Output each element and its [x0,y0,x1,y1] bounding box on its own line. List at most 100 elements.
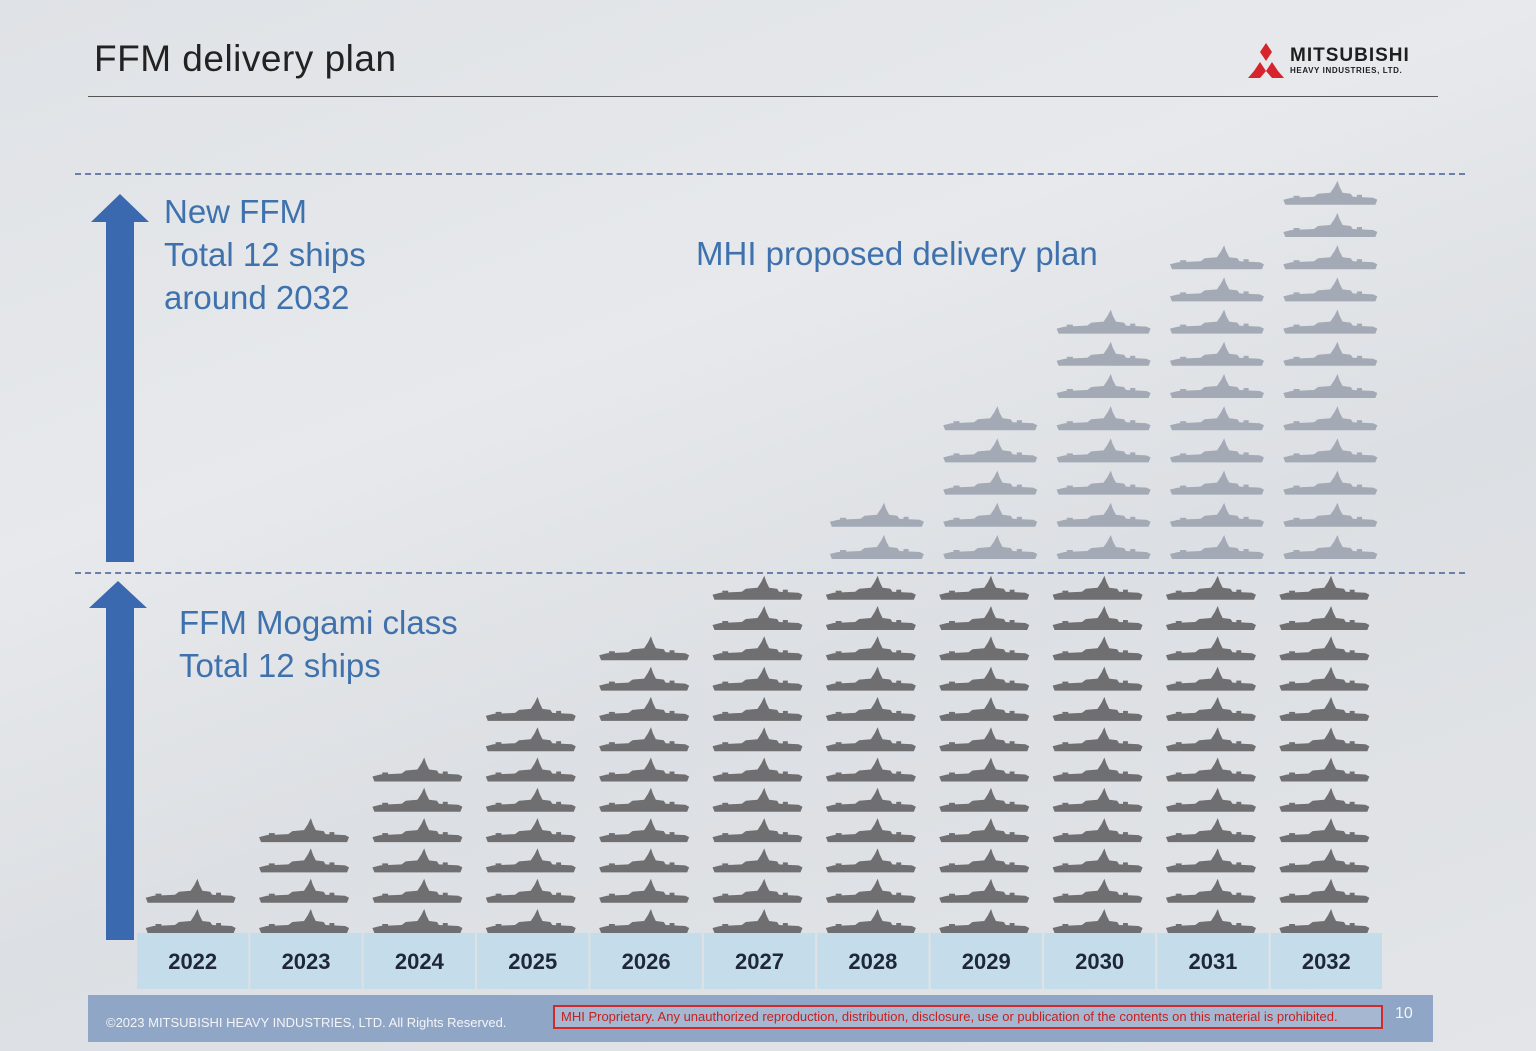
new-ffm-ship [1283,277,1378,302]
mogami-ship [1165,878,1256,903]
mogami-ship [1279,818,1370,843]
title-divider [88,96,1438,97]
new-ffm-ship [1169,245,1264,270]
mogami-ship [599,787,690,812]
mogami-ship [145,878,236,903]
mogami-ship [1052,636,1143,661]
new-ffm-ship [1169,535,1264,559]
mogami-ship [825,757,916,782]
new-ffm-ship [1056,309,1151,334]
mogami-ship [372,818,463,843]
mogami-ship [712,727,803,752]
mogami-ship [1165,757,1256,782]
mogami-ship [1279,666,1370,691]
year-tick-label: 2025 [508,949,557,974]
mogami-ship [485,818,576,843]
mogami-ship [825,606,916,630]
mogami-ship [1279,575,1370,600]
mogami-ship [1165,727,1256,752]
mogami-ship [259,848,350,873]
new-ffm-ship [943,502,1038,527]
new-ffm-ship [1169,502,1264,527]
page-title: FFM delivery plan [94,38,397,79]
new-ffm-ship [1056,438,1151,463]
new-ffm-ship [1169,277,1264,302]
mogami-ship [599,727,690,752]
mogami-ship [939,848,1030,873]
year-tick-label: 2031 [1188,949,1237,974]
mogami-ship [599,848,690,873]
mogami-ship [825,909,916,933]
mogami-ship [712,878,803,903]
mogami-ship [939,818,1030,843]
mogami-ship [712,606,803,630]
mogami-ship [599,757,690,782]
new-ffm-ship [1056,406,1151,431]
new-ffm-ship [943,535,1038,559]
mogami-ship [1052,606,1143,630]
mogami-ship [1052,878,1143,903]
mogami-ship [1052,818,1143,843]
mogami-arrow [89,581,147,940]
mogami-ship [825,848,916,873]
page-number: 10 [1395,1005,1413,1022]
year-tick-label: 2030 [1075,949,1124,974]
mogami-ship [259,878,350,903]
mogami-ship [1165,666,1256,691]
year-tick-label: 2028 [848,949,897,974]
new-ffm-ship [829,502,924,527]
mogami-ship [485,878,576,903]
mogami-ship [1279,787,1370,812]
mogami-ship [1052,909,1143,933]
mogami-ship [825,878,916,903]
mogami-ship [712,818,803,843]
new-ffm-ship [1283,535,1378,559]
mogami-ship [1279,696,1370,721]
new-ffm-ship [943,470,1038,495]
mogami-ship [939,636,1030,661]
mogami-ship [939,696,1030,721]
new-ffm-ship [1283,470,1378,495]
mogami-ship [825,666,916,691]
year-band-cell [250,933,362,989]
mogami-ship [825,636,916,661]
mogami-dashed-line [75,572,1465,574]
mogami-ship [712,636,803,661]
mogami-ship [372,787,463,812]
mogami-ship [939,787,1030,812]
logo-subtext: HEAVY INDUSTRIES, LTD. [1290,66,1403,75]
new-ffm-ship [1283,374,1378,398]
footer-bar [88,995,1433,1042]
mogami-ship [939,666,1030,691]
new-ffm-ship [1283,502,1378,527]
mogami-ship [825,575,916,600]
proprietary-notice: MHI Proprietary. Any unauthorized reprod… [553,1005,1383,1029]
new-ffm-ship [1283,406,1378,431]
mogami-ship [1165,909,1256,933]
mogami-ship [939,878,1030,903]
new-ffm-ship [1056,341,1151,366]
mogami-ship [1279,727,1370,752]
mogami-ship [939,575,1030,600]
mogami-annotation: FFM Mogami class Total 12 ships [179,604,458,684]
mogami-ship [485,787,576,812]
mogami-ship [712,757,803,782]
mogami-ship [372,878,463,903]
mogami-ship [259,909,350,933]
year-tick-label: 2022 [168,949,217,974]
mogami-ship [1052,727,1143,752]
year-band-cell [703,933,816,989]
year-band-cell [817,933,929,989]
year-tick-label: 2024 [395,949,445,974]
mogami-ship [145,909,236,933]
mogami-ship [1165,606,1256,630]
mogami-ship [372,757,463,782]
new-ffm-ship [1283,341,1378,366]
new-ffm-ship [943,406,1038,431]
new-ffm-ship [1056,535,1151,559]
mogami-ship [599,666,690,691]
year-bands: 2022 2023 2024 2025 2026 2027 2028 2029 2030 2031… [137,933,1382,989]
mogami-ship [599,878,690,903]
mogami-ship [1279,878,1370,903]
year-band-cell [477,933,589,989]
